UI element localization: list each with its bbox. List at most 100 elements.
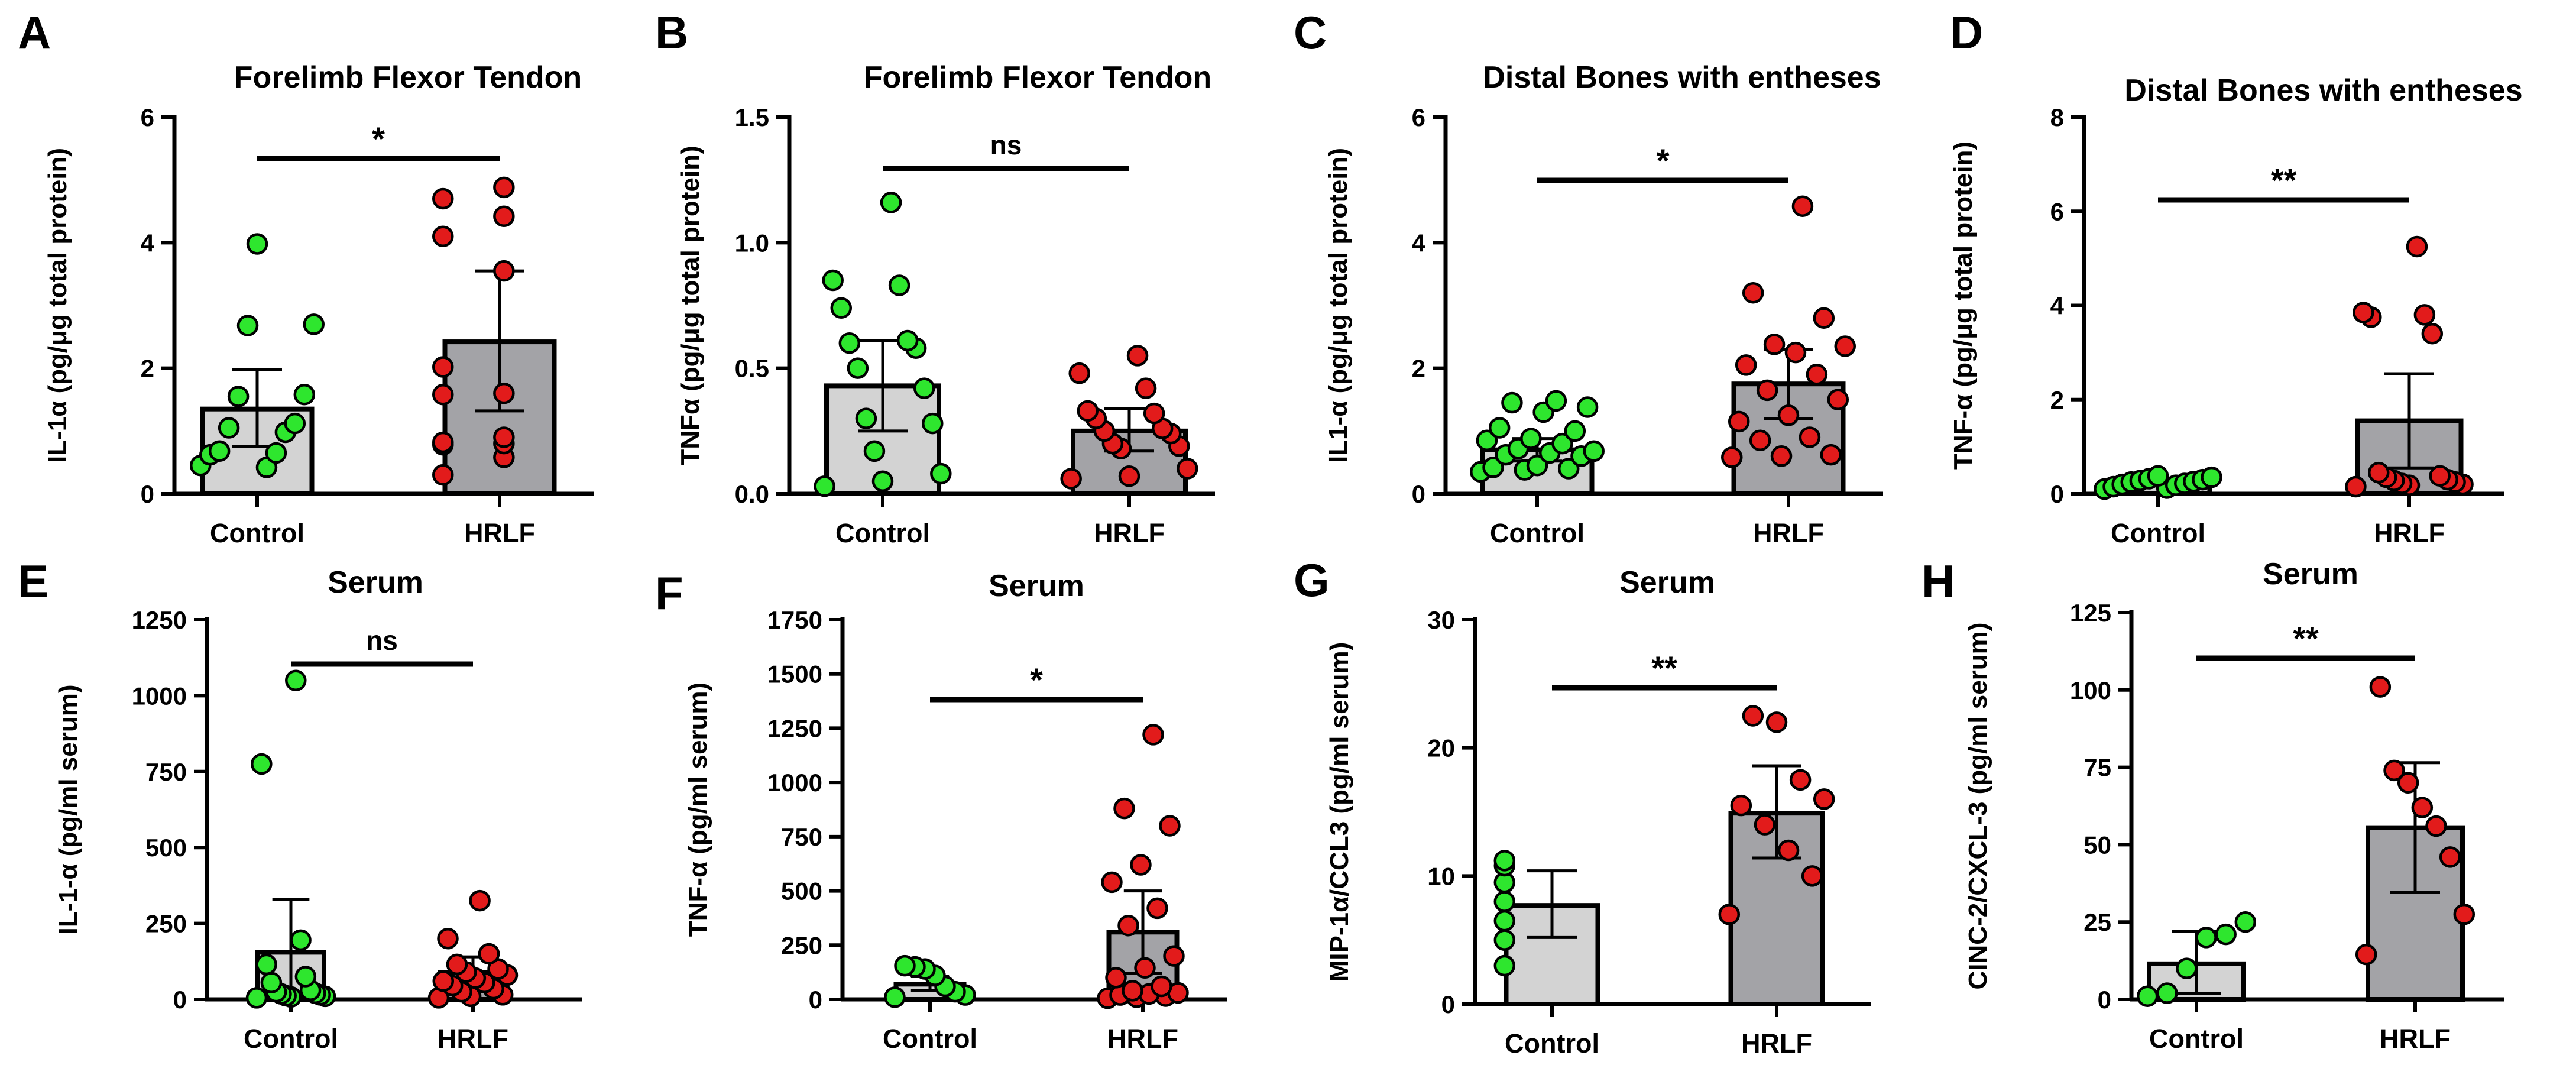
panel-letter-b: B bbox=[655, 7, 688, 59]
data-point-control bbox=[2136, 985, 2159, 1008]
data-point-hrlf bbox=[2369, 676, 2392, 698]
y-tick-label: 1500 bbox=[767, 661, 822, 688]
data-point-hrlf bbox=[469, 889, 491, 912]
panel-f: F Serum TNF-α (pg/ml serum) 0 250 500 750 1000 1… bbox=[655, 567, 1227, 1054]
data-point-control bbox=[1476, 429, 1498, 452]
data-point-hrlf bbox=[493, 260, 515, 282]
data-point-control bbox=[293, 384, 316, 406]
panel-h: H Serum CINC-2/CXCL-3 (pg/ml serum) 0 25 50 75… bbox=[1922, 555, 2504, 1054]
y-tick-label: 500 bbox=[781, 878, 822, 905]
panel-d: D Distal Bones with entheses TNF-α (pg/μg … bbox=[1949, 7, 2523, 548]
data-point-hrlf bbox=[1142, 724, 1164, 746]
y-tick-label: 0 bbox=[1412, 480, 1425, 508]
data-point-hrlf bbox=[478, 943, 500, 965]
significance-label: ** bbox=[2293, 620, 2319, 657]
y-tick-label: 1250 bbox=[767, 714, 822, 742]
y-tick-label: 50 bbox=[2084, 831, 2111, 859]
y-tick-label: 8 bbox=[2050, 103, 2064, 131]
y-tick-label: 6 bbox=[1412, 103, 1425, 131]
data-point-hrlf bbox=[2411, 797, 2434, 818]
data-point-control bbox=[1526, 454, 1548, 477]
data-point-control bbox=[930, 462, 952, 485]
data-point-control bbox=[227, 386, 250, 407]
data-point-hrlf bbox=[1763, 334, 1786, 355]
x-tick-label-control: Control bbox=[835, 518, 930, 548]
data-point-hrlf bbox=[1151, 975, 1172, 998]
data-point-hrlf bbox=[1789, 769, 1812, 791]
y-tick-label: 4 bbox=[1412, 229, 1426, 257]
y-tick-label: 20 bbox=[1427, 734, 1455, 762]
significance-label: * bbox=[372, 120, 385, 157]
data-point-hrlf bbox=[2406, 235, 2428, 258]
panel-e: E Serum IL-1-α (pg/ml serum) 0 250 500 750 1000… bbox=[18, 555, 582, 1054]
panel-title-g: Serum bbox=[1619, 565, 1715, 600]
data-point-hrlf bbox=[1117, 915, 1139, 937]
y-tick-label: 6 bbox=[141, 103, 154, 131]
y-tick-label: 250 bbox=[781, 931, 822, 959]
panel-letter-f: F bbox=[655, 567, 683, 619]
data-point-control bbox=[822, 269, 844, 292]
y-tick-label: 75 bbox=[2084, 754, 2111, 782]
data-point-hrlf bbox=[1834, 335, 1856, 357]
x-tick-label-hrlf: HRLF bbox=[1107, 1024, 1178, 1054]
y-axis-label-b: TNFα (pg/μg total protein) bbox=[676, 145, 705, 465]
y-tick-label: 2 bbox=[1412, 355, 1425, 383]
data-point-control bbox=[285, 669, 307, 691]
data-point-control bbox=[871, 470, 894, 493]
data-point-hrlf bbox=[432, 356, 454, 378]
x-tick-label-hrlf: HRLF bbox=[1094, 518, 1165, 548]
data-point-control bbox=[255, 953, 277, 976]
y-tick-label: 750 bbox=[145, 758, 187, 786]
data-point-control bbox=[847, 357, 869, 379]
y-tick-label: 0 bbox=[141, 480, 154, 508]
panel-title-c: Distal Bones with entheses bbox=[1483, 60, 1881, 95]
data-point-control bbox=[1501, 391, 1523, 414]
data-point-hrlf bbox=[1134, 957, 1156, 979]
data-point-control bbox=[208, 440, 231, 462]
data-point-hrlf bbox=[432, 187, 454, 210]
data-point-hrlf bbox=[432, 431, 454, 454]
data-point-control bbox=[290, 929, 312, 951]
data-point-hrlf bbox=[432, 384, 454, 406]
data-point-control bbox=[922, 412, 944, 435]
data-point-control bbox=[1583, 440, 1605, 462]
data-point-control bbox=[896, 329, 919, 352]
data-point-hrlf bbox=[1813, 307, 1835, 329]
data-point-hrlf bbox=[1101, 871, 1123, 894]
data-point-control bbox=[1482, 457, 1504, 478]
data-point-control bbox=[884, 986, 906, 1008]
data-point-hrlf bbox=[1742, 282, 1764, 304]
data-point-hrlf bbox=[1813, 788, 1835, 810]
data-point-control bbox=[1493, 909, 1516, 932]
x-tick-label-hrlf: HRLF bbox=[1753, 518, 1824, 548]
data-point-control bbox=[1520, 428, 1542, 449]
data-point-control bbox=[814, 475, 835, 497]
y-tick-label: 25 bbox=[2084, 908, 2111, 936]
data-point-control bbox=[894, 954, 916, 977]
data-point-hrlf bbox=[1177, 458, 1198, 480]
significance-label: ns bbox=[990, 130, 1022, 160]
data-point-hrlf bbox=[2425, 815, 2447, 837]
y-tick-label: 1250 bbox=[132, 606, 187, 634]
y-tick-label: 1000 bbox=[132, 682, 187, 710]
data-point-control bbox=[1493, 891, 1516, 912]
panel-title-e: Serum bbox=[328, 565, 423, 600]
x-tick-label-control: Control bbox=[244, 1024, 338, 1054]
data-point-control bbox=[880, 192, 902, 213]
y-tick-label: 250 bbox=[145, 910, 187, 938]
y-tick-label: 750 bbox=[781, 823, 822, 851]
data-point-control bbox=[284, 412, 306, 435]
panel-letter-h: H bbox=[1922, 555, 1955, 607]
y-tick-label: 0.5 bbox=[735, 355, 769, 383]
x-tick-label-hrlf: HRLF bbox=[464, 518, 535, 548]
x-tick-label-control: Control bbox=[1490, 518, 1585, 548]
data-point-hrlf bbox=[432, 464, 454, 486]
data-point-hrlf bbox=[437, 928, 459, 950]
data-point-control bbox=[2201, 466, 2222, 488]
data-point-control bbox=[2156, 982, 2178, 1004]
panel-letter-a: A bbox=[18, 7, 51, 59]
data-point-control bbox=[1488, 417, 1511, 439]
y-tick-label: 2 bbox=[2050, 386, 2064, 414]
y-tick-label: 0 bbox=[173, 986, 187, 1014]
